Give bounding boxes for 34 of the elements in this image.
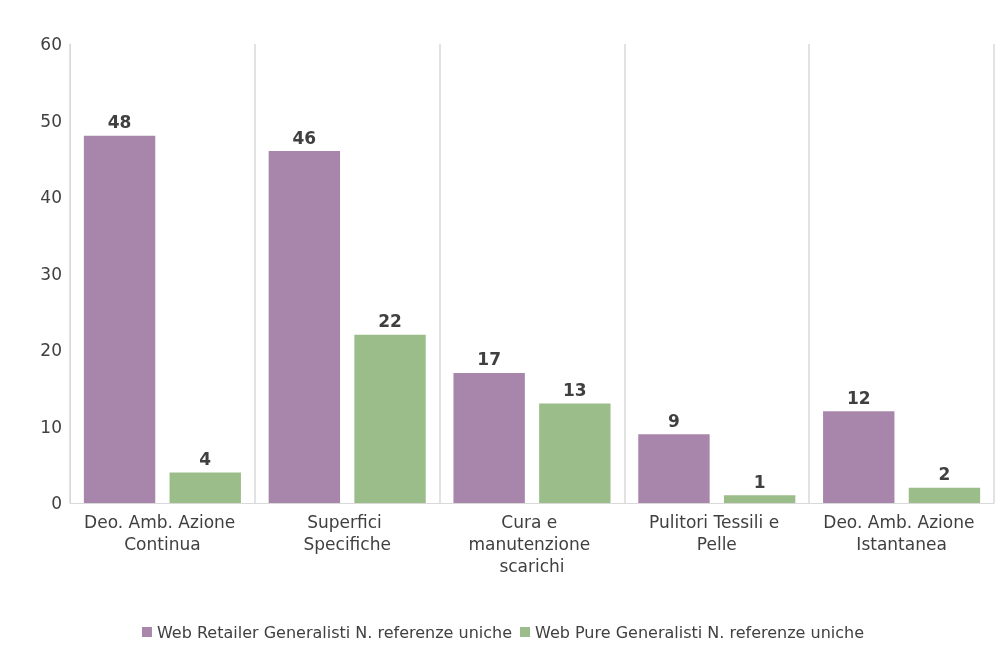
x-tick-label: Deo. Amb. Azione Istantanea	[823, 512, 980, 554]
bar	[823, 411, 895, 503]
y-tick-label: 30	[40, 263, 62, 284]
bar	[453, 372, 525, 503]
data-label: 12	[846, 387, 871, 408]
y-tick-label: 60	[40, 34, 62, 54]
data-label: 9	[668, 410, 680, 431]
y-tick-label: 20	[40, 340, 62, 360]
bar	[908, 487, 981, 503]
data-label: 13	[563, 380, 587, 401]
bar	[169, 472, 241, 503]
x-tick-label: Superfici Specifiche	[303, 512, 391, 554]
data-label: 2	[938, 464, 951, 485]
legend-label: Web Retailer Generalisti N. referenze uniche	[156, 622, 513, 642]
data-label: 46	[292, 127, 317, 148]
y-tick-label: 0	[51, 493, 62, 513]
x-tick-label: Cura e manutenzione scarichi	[468, 512, 596, 576]
bar	[268, 151, 341, 503]
data-label: 4	[199, 448, 212, 469]
bar	[723, 495, 796, 503]
data-label: 22	[378, 311, 402, 332]
data-label: 48	[107, 112, 132, 133]
x-tick-label: Pulitori Tessili e Pelle	[649, 512, 785, 554]
bar	[638, 434, 710, 503]
y-tick-label: 10	[40, 416, 62, 437]
y-tick-label: 50	[40, 110, 62, 131]
y-tick-label: 40	[40, 187, 62, 207]
bar	[539, 403, 611, 503]
x-tick-label: Deo. Amb. Azione Continua	[84, 512, 241, 554]
data-label: 1	[753, 471, 766, 492]
data-label: 17	[477, 349, 501, 370]
bar	[354, 334, 426, 503]
bar	[83, 135, 156, 503]
legend-label: Web Pure Generalisti N. referenze uniche	[535, 622, 865, 642]
